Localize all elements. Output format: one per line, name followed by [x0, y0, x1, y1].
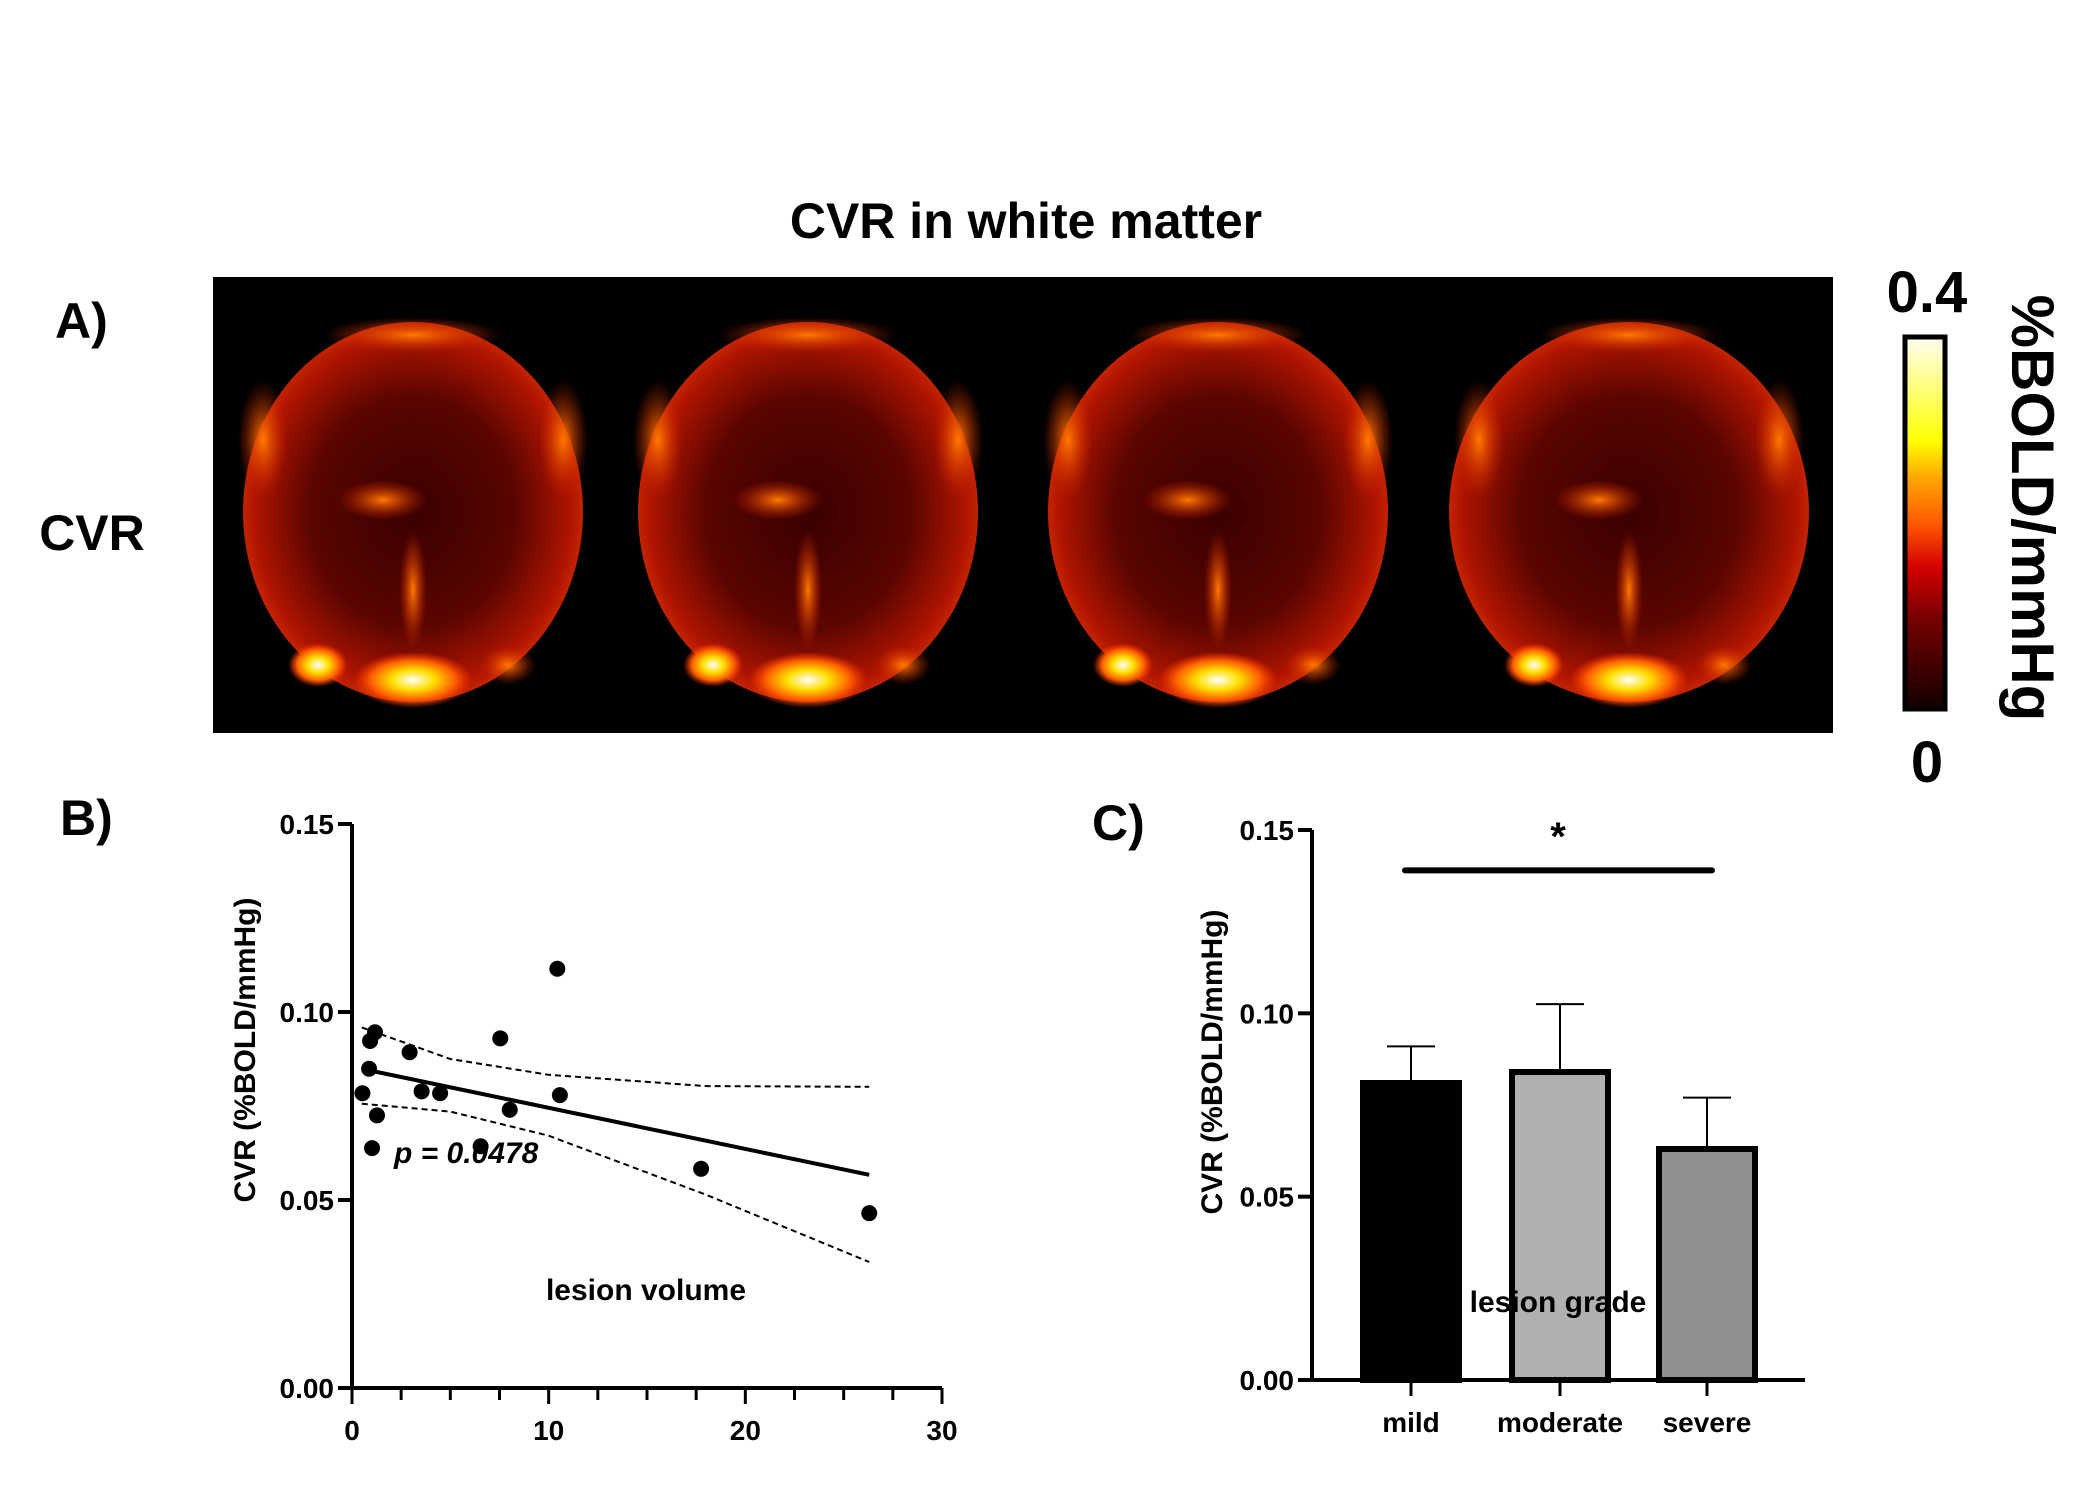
- hotspot: [748, 652, 868, 708]
- hotspot: [1143, 480, 1233, 520]
- y-tick-label: 0.15: [1240, 815, 1295, 846]
- data-point: [361, 1060, 378, 1077]
- hotspot: [480, 645, 536, 685]
- hotspot: [238, 380, 288, 500]
- scatter-p-value: p = 0.0478: [393, 1137, 539, 1170]
- bar-y-axis-label: CVR (%BOLD/mmHg): [1196, 910, 1229, 1215]
- bar-x-axis-label: lesion grade: [1470, 1286, 1647, 1319]
- brain-slice-1: [238, 317, 588, 708]
- hotspot: [323, 317, 503, 353]
- y-tick-label: 0.10: [1240, 998, 1295, 1029]
- hotspot: [633, 380, 683, 500]
- brain-slice-2: [633, 317, 983, 708]
- hotspot: [933, 380, 983, 500]
- colorbar-unit-label: %BOLD/mmHg: [1999, 295, 2066, 722]
- hotspot: [1454, 380, 1504, 500]
- hotspot: [288, 643, 348, 687]
- bar-moderate: [1509, 1069, 1611, 1383]
- significance-asterisk: *: [1550, 815, 1566, 859]
- hotspot: [1569, 652, 1689, 708]
- data-point: [551, 1087, 568, 1104]
- x-tick-label: 10: [533, 1415, 564, 1446]
- colorbar-min-label: 0: [1911, 730, 1943, 795]
- panel-c-label: C): [1092, 795, 1145, 851]
- data-point: [693, 1160, 710, 1177]
- data-point: [368, 1107, 385, 1124]
- data-point: [354, 1085, 371, 1102]
- hotspot: [399, 530, 427, 650]
- data-point: [472, 1138, 489, 1155]
- data-point: [413, 1083, 430, 1100]
- hotspot: [353, 652, 473, 708]
- x-tick-label: moderate: [1497, 1407, 1623, 1438]
- hotspot: [1093, 643, 1153, 687]
- hotspot: [338, 480, 428, 520]
- ci-upper-line: [361, 1026, 870, 1088]
- panel-b-label: B): [60, 790, 113, 846]
- hotspot: [875, 645, 931, 685]
- hotspot: [1158, 652, 1278, 708]
- hotspot: [1128, 317, 1308, 353]
- colorbar-max-label: 0.4: [1887, 260, 1968, 325]
- bar-mild: [1360, 1080, 1462, 1383]
- panel-a-label: A): [55, 293, 108, 349]
- hotspot: [733, 480, 823, 520]
- bar-chart: 0.00 0.05 0.10 0.15 mild moderate severe: [1240, 815, 1805, 1438]
- hotspot: [1696, 645, 1752, 685]
- hotspot: [1204, 530, 1232, 650]
- hotspot: [1343, 380, 1393, 500]
- hotspot: [1285, 645, 1341, 685]
- data-point: [861, 1205, 878, 1222]
- hotspot: [794, 530, 822, 650]
- hotspot: [1754, 380, 1804, 500]
- x-tick-label: severe: [1663, 1407, 1752, 1438]
- brain-slice-3: [1043, 317, 1393, 708]
- data-point: [501, 1101, 518, 1118]
- row-label-cvr: CVR: [39, 505, 145, 561]
- data-point: [364, 1140, 381, 1157]
- data-point: [401, 1044, 418, 1061]
- y-tick-label: 0.05: [280, 1185, 335, 1216]
- y-tick-label: 0.15: [280, 809, 335, 840]
- hotspot: [1043, 380, 1093, 500]
- bar-severe: [1656, 1146, 1758, 1383]
- data-point: [549, 960, 566, 977]
- scatter-y-axis-label: CVR (%BOLD/mmHg): [229, 898, 262, 1203]
- data-point: [492, 1030, 509, 1047]
- hotspot: [1539, 317, 1719, 353]
- scatter-x-axis-label: lesion volume: [546, 1274, 746, 1307]
- hotspot: [683, 643, 743, 687]
- brain-slice-4: [1449, 317, 1809, 708]
- hotspot: [1615, 530, 1643, 650]
- hotspot: [1554, 480, 1644, 520]
- scatter-plot: 0.00 0.05 0.10 0.15 0 10 20 30: [280, 809, 958, 1446]
- regression-line: [361, 1066, 870, 1177]
- data-point: [432, 1085, 449, 1102]
- x-tick-label: 20: [730, 1415, 761, 1446]
- hotspot: [1504, 643, 1564, 687]
- x-tick-label: 0: [344, 1415, 360, 1446]
- data-point: [367, 1024, 384, 1041]
- x-tick-label: mild: [1382, 1407, 1440, 1438]
- y-tick-label: 0.00: [280, 1373, 335, 1404]
- y-tick-label: 0.00: [1240, 1365, 1295, 1396]
- hotspot: [538, 380, 588, 500]
- y-tick-label: 0.10: [280, 997, 335, 1028]
- figure-title: CVR in white matter: [790, 193, 1262, 249]
- ci-lower-line: [361, 1102, 870, 1263]
- colorbar: [1902, 334, 1948, 712]
- hotspot: [718, 317, 898, 353]
- x-tick-label: 30: [926, 1415, 957, 1446]
- y-tick-label: 0.05: [1240, 1182, 1295, 1213]
